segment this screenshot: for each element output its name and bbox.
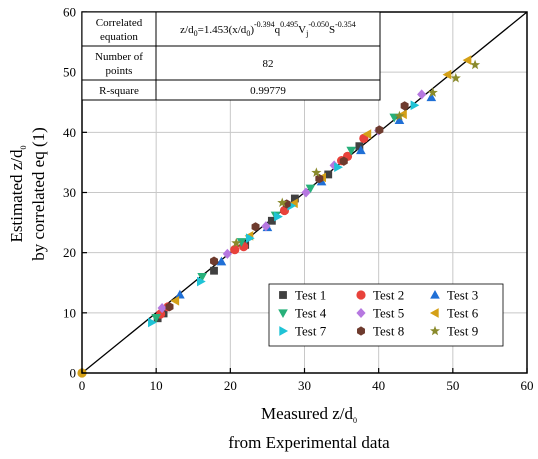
y-tick-label: 60 [63,5,76,20]
data-point-test-3 [175,289,185,299]
legend-label: Test 7 [295,324,327,339]
legend: Test 1 Test 2 Test 3 Test 4 Test 5 Test 6 Test… [268,283,504,347]
legend-marker-test-1 [279,291,287,299]
data-point-test-8 [251,222,260,232]
data-point-test-3 [216,256,227,266]
table-label-number: Number of [95,51,143,63]
data-point-test-5 [261,221,271,232]
y-tick-label: 50 [63,65,76,80]
data-point-test-7 [274,211,283,222]
y-tick-label: 20 [63,245,76,260]
table-label-correlated: Correlated [96,17,143,29]
data-point-test-7 [245,233,255,244]
data-point-test-5 [157,302,167,314]
legend-label: Test 3 [447,288,478,303]
x-tick-label: 50 [446,378,459,393]
y-tick-label: 10 [63,305,76,320]
data-point-test-1 [290,194,299,203]
data-point-test-2 [230,245,240,255]
legend-label: Test 6 [447,306,479,321]
data-point-test-5 [222,248,232,259]
table-r-square: 0.99779 [250,85,286,97]
x-tick-label: 0 [79,378,86,393]
data-point-test-8 [375,125,384,135]
data-points [77,55,481,378]
data-point-test-9 [450,72,461,83]
y-tick-label: 40 [63,125,76,140]
data-point-test-9 [277,197,288,208]
legend-marker-test-8 [357,326,365,336]
x-tick-label: 30 [298,378,311,393]
legend-marker-test-3 [430,289,440,299]
legend-label: Test 2 [373,288,404,303]
data-point-test-6 [362,129,372,139]
data-point-test-8 [165,302,174,312]
legend-label: Test 4 [295,306,327,321]
data-point-test-5 [301,187,311,198]
y-tick-label: 0 [70,366,77,381]
data-point-test-5 [329,160,339,171]
data-point-test-4 [151,313,161,323]
data-point-test-9 [394,110,405,121]
data-point-test-8 [315,174,324,184]
data-point-test-8 [339,156,348,166]
table-number-of-points: 82 [263,58,274,70]
table-label-rsquare: R-square [99,85,139,97]
data-point-test-3 [426,92,437,102]
legend-marker-test-7 [279,326,289,336]
data-point-test-6 [462,55,472,65]
legend-label: Test 9 [447,324,478,339]
data-point-test-7 [410,100,420,111]
table-label-equation: equation [100,31,138,43]
data-point-test-1 [355,142,364,151]
data-point-test-3 [394,115,405,124]
data-point-test-9 [470,59,481,70]
data-point-test-9 [231,237,242,248]
data-point-test-7 [148,317,157,328]
x-tick-label: 60 [521,378,534,393]
legend-box [268,283,504,347]
equation-table: Correlated equation Number of points R-s… [81,11,381,101]
legend-label: Test 5 [373,306,404,321]
y-axis-subtitle: by correlated eq (1) [29,127,48,261]
data-point-test-8 [210,256,219,266]
data-point-test-4 [305,184,316,194]
legend-marker-test-4 [278,309,288,319]
y-axis-title: Estimated z/d0 [7,145,28,242]
data-point-test-6 [442,69,452,80]
x-tick-label: 40 [372,378,385,393]
legend-marker-test-5 [356,307,366,319]
legend-marker-test-2 [356,290,366,300]
legend-label: Test 1 [295,288,326,303]
data-point-test-3 [356,145,366,155]
y-tick-label: 30 [63,185,76,200]
data-point-test-1 [324,170,333,179]
x-axis-title: Measured z/d0 [261,404,357,425]
data-point-test-9 [311,167,322,177]
legend-marker-test-9 [429,325,441,336]
legend-marker-test-6 [429,308,439,318]
x-tick-label: 20 [224,378,237,393]
data-point-test-7 [334,162,343,173]
data-point-test-6 [398,109,407,120]
data-point-test-4 [236,238,247,247]
data-point-test-6 [170,295,180,306]
data-point-test-8 [400,101,409,111]
data-point-test-4 [197,273,207,282]
data-point-test-4 [346,146,357,156]
data-point-test-1 [267,216,276,225]
data-point-test-7 [196,276,206,287]
data-point-test-1 [210,266,218,275]
data-point-test-9 [427,87,438,97]
x-axis-subtitle: from Experimental data [228,433,390,452]
legend-label: Test 8 [373,324,404,339]
x-tick-label: 10 [150,378,163,393]
table-label-points: points [106,65,133,77]
data-point-test-5 [417,89,427,100]
